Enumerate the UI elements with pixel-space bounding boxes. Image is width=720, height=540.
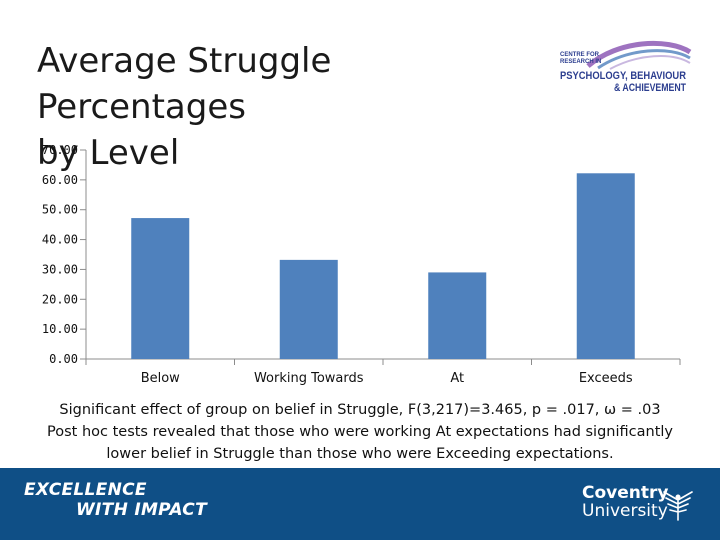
caption-line-3: lower belief in Struggle than those who … — [106, 446, 614, 462]
y-tick-label: 50.00 — [42, 203, 78, 217]
coventry-logo-line1: Coventry — [582, 483, 669, 503]
caption: Significant effect of group on belief in… — [40, 399, 680, 465]
bar — [576, 173, 635, 359]
y-tick-label: 70.00 — [42, 143, 78, 157]
caption-line-1: Significant effect of group on belief in… — [59, 402, 661, 418]
footer-logo-line2: WITH IMPACT — [76, 500, 207, 520]
x-category-label: Below — [141, 371, 180, 386]
caption-line-2: Post hoc tests revealed that those who w… — [47, 424, 673, 440]
y-tick-label: 30.00 — [42, 262, 78, 276]
footer-bar: EXCELLENCE WITH IMPACT Coventry Universi… — [0, 468, 720, 540]
crpba-logo: CENTRE FOR RESEARCH IN PSYCHOLOGY, BEHAV… — [560, 40, 692, 94]
logo-swoosh-3 — [609, 55, 691, 70]
y-tick-label: 0.00 — [49, 352, 78, 366]
slide-title-line2: by Level — [37, 133, 180, 173]
bar — [279, 259, 338, 359]
slide-title-line1: Average Struggle Percentages — [37, 41, 332, 127]
y-tick-label: 40.00 — [42, 233, 78, 247]
logo-swoosh-2 — [597, 49, 691, 70]
y-tick-label: 20.00 — [42, 292, 78, 306]
x-category-label: At — [450, 371, 464, 386]
y-tick-label: 60.00 — [42, 173, 78, 187]
x-category-label: Working Towards — [254, 371, 364, 386]
logo-text-2: RESEARCH IN — [560, 59, 601, 65]
y-tick-label: 10.00 — [42, 322, 78, 336]
slide-title: Average Struggle Percentages by Level — [37, 38, 547, 176]
footer-logo-line1: EXCELLENCE — [24, 480, 147, 500]
logo-text-3: PSYCHOLOGY, BEHAVIOUR — [560, 70, 686, 82]
eagle-crest-icon — [663, 491, 693, 521]
bar — [428, 272, 487, 359]
logo-swoosh-1 — [586, 40, 692, 68]
bar — [131, 218, 190, 359]
coventry-university-logo: Coventry University — [582, 484, 668, 520]
bar-chart: 0.00 10.00 20.00 30.00 40.00 50.00 60.00 70.00 B… — [42, 143, 681, 386]
x-category-label: Exceeds — [579, 371, 633, 386]
logo-text-1: CENTRE FOR — [560, 52, 600, 58]
logo-text-4: & ACHIEVEMENT — [614, 82, 686, 94]
excellence-with-impact-logo: EXCELLENCE WITH IMPACT — [24, 480, 207, 520]
coventry-logo-line2: University — [582, 501, 668, 521]
